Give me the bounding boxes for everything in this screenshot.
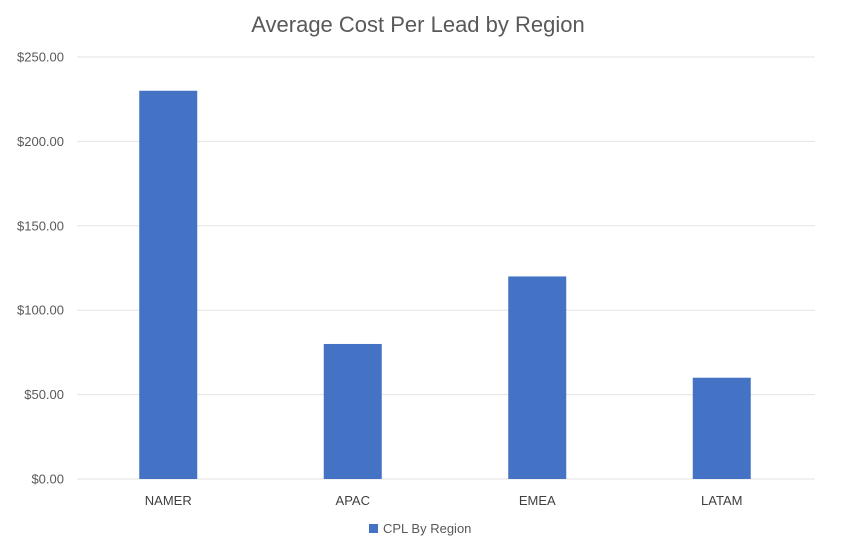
y-tick-label: $100.00 <box>17 303 64 318</box>
y-axis-ticks: $0.00 $50.00 $100.00 $150.00 $200.00 $250.00 <box>17 50 64 487</box>
x-category-label: EMEA <box>519 493 556 508</box>
x-axis-categories: NAMER APAC EMEA LATAM <box>145 493 743 508</box>
bars <box>139 90 751 479</box>
legend-swatch <box>369 524 378 533</box>
legend-label: CPL By Region <box>383 521 471 536</box>
y-tick-label: $0.00 <box>31 472 64 487</box>
y-tick-label: $250.00 <box>17 50 64 65</box>
x-category-label: LATAM <box>701 493 742 508</box>
chart-title: Average Cost Per Lead by Region <box>251 12 584 37</box>
bar-emea <box>508 276 567 479</box>
y-tick-label: $50.00 <box>24 387 64 402</box>
legend: CPL By Region <box>369 521 471 536</box>
bar-apac <box>323 343 382 479</box>
y-tick-label: $150.00 <box>17 218 64 233</box>
gridlines <box>77 56 815 480</box>
x-category-label: APAC <box>336 493 370 508</box>
bar-latam <box>692 377 751 479</box>
x-category-label: NAMER <box>145 493 192 508</box>
y-tick-label: $200.00 <box>17 134 64 149</box>
bar-namer <box>139 90 198 479</box>
